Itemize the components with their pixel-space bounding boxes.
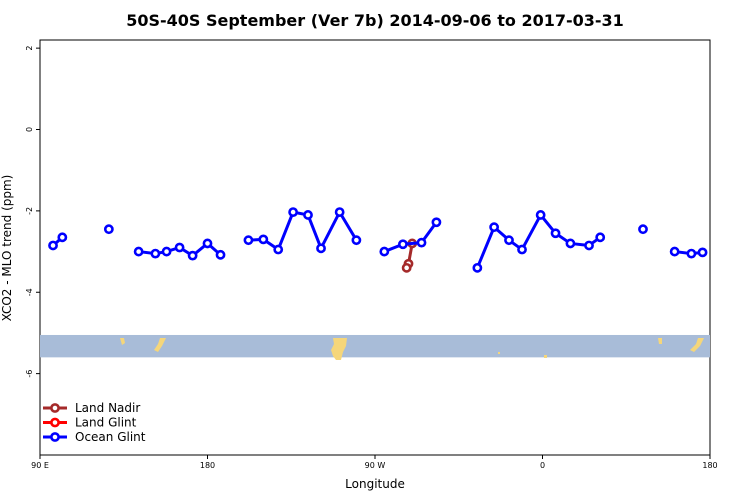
data-point (133, 246, 144, 257)
y-tick-label: -4 (25, 288, 34, 296)
data-point (316, 243, 326, 254)
data-point (638, 224, 648, 235)
map-strip (40, 334, 710, 360)
data-point (398, 239, 408, 250)
data-point (243, 235, 254, 246)
data-point (174, 242, 185, 253)
data-point (161, 246, 172, 257)
x-axis: 90 E 180 90 W 0 180 (31, 455, 718, 470)
data-point (258, 234, 269, 245)
x-tick-label: 90 W (365, 461, 386, 470)
series-ocean-glint (48, 207, 708, 273)
data-point (48, 240, 58, 251)
data-point (697, 247, 708, 258)
y-tick-label: 2 (25, 46, 34, 51)
landmass (120, 338, 125, 345)
data-point (550, 228, 561, 239)
data-point (416, 237, 427, 248)
y-axis-label: XCO2 - MLO trend (ppm) (0, 175, 14, 322)
legend-label: Land Glint (75, 416, 137, 430)
series-land-nadir (401, 238, 418, 273)
data-point (273, 244, 284, 255)
x-axis-label: Longitude (345, 477, 405, 491)
legend-swatch-marker (50, 417, 60, 428)
data-point (103, 224, 114, 235)
data-point (584, 240, 594, 251)
y-tick-label: -2 (25, 207, 34, 215)
data-point (303, 210, 313, 220)
ocean-band (40, 334, 710, 358)
landmass (331, 338, 347, 360)
data-point (535, 210, 546, 220)
y-tick-label: 0 (25, 127, 34, 132)
data-point (669, 246, 680, 257)
landmass (154, 338, 166, 352)
data-point (288, 207, 299, 218)
data-point (379, 246, 390, 257)
chart-title: 50S-40S September (Ver 7b) 2014-09-06 to… (126, 11, 624, 30)
data-point (595, 232, 606, 243)
landmass (658, 338, 662, 344)
data-point (517, 244, 527, 255)
data-point (565, 238, 576, 249)
data-point (686, 248, 697, 259)
data-point (57, 232, 68, 243)
landmass (544, 355, 547, 358)
data-point (472, 262, 483, 273)
x-tick-label: 90 E (31, 461, 49, 470)
data-point (150, 248, 161, 259)
legend-swatch-marker (50, 432, 60, 442)
y-axis: 2 0 -2 -4 -6 (25, 46, 40, 378)
legend-label: Ocean Glint (75, 430, 146, 444)
x-tick-label: 180 (200, 461, 215, 470)
data-point (431, 217, 442, 228)
data-point (215, 249, 226, 260)
landmass (498, 352, 500, 354)
y-tick-label: -6 (25, 370, 34, 378)
legend-label: Land Nadir (75, 401, 140, 415)
x-tick-label: 180 (702, 461, 717, 470)
data-point (351, 235, 362, 246)
data-point (334, 207, 345, 218)
x-tick-label: 0 (540, 461, 545, 470)
data-point (504, 235, 514, 246)
series-line (383, 221, 438, 253)
landmass (690, 338, 704, 352)
data-point (187, 250, 198, 261)
data-point (489, 222, 500, 233)
series-layer (48, 207, 708, 273)
legend-swatch-marker (50, 403, 60, 413)
data-point (202, 238, 213, 249)
data-point (401, 262, 412, 273)
